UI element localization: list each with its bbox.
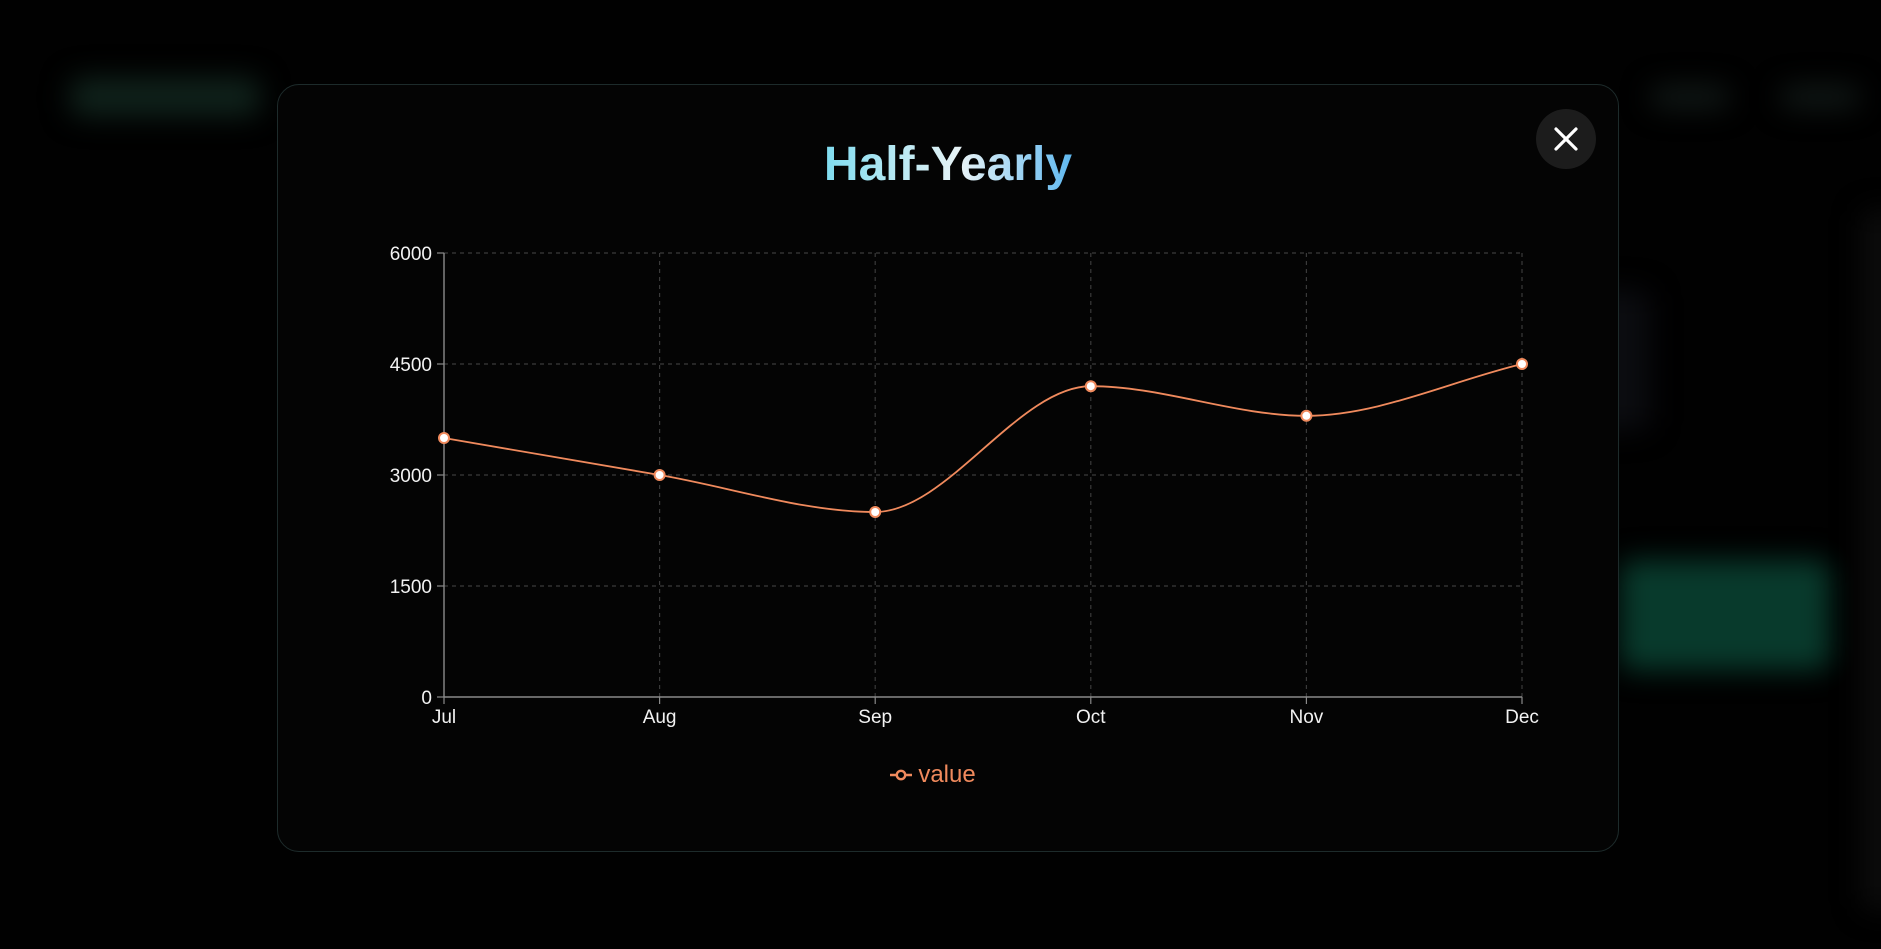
legend-label: value (918, 761, 976, 788)
blurred-nav-item (1780, 86, 1860, 108)
blurred-edge-panel (1862, 210, 1881, 910)
y-tick-label: 3000 (390, 466, 432, 487)
data-point[interactable] (1300, 409, 1313, 422)
data-point[interactable] (653, 469, 666, 481)
x-tick-label: Sep (858, 707, 892, 728)
modal-title: Half-Yearly (278, 133, 1618, 197)
blurred-card (1620, 560, 1830, 670)
series-line (443, 363, 1523, 513)
blurred-logo (70, 78, 260, 116)
x-tick-label: Aug (643, 707, 677, 728)
x-tick-label: Nov (1290, 707, 1324, 728)
chart-modal: Half-Yearly 0 1500 3000 4500 6000 Jul Aug Sep Oc… (277, 84, 1619, 852)
close-icon (1554, 127, 1578, 151)
y-tick-label: 4500 (390, 355, 432, 376)
y-tick-label: 1500 (390, 577, 432, 598)
line-chart: 0 1500 3000 4500 6000 Jul Aug Sep Oct Nov Dec (390, 244, 1539, 728)
data-point[interactable] (1516, 358, 1528, 370)
blurred-nav-item (1650, 86, 1730, 108)
data-point[interactable] (438, 432, 450, 444)
data-point[interactable] (869, 506, 882, 518)
data-point[interactable] (1084, 380, 1097, 393)
x-tick-label: Oct (1076, 707, 1106, 728)
x-tick-label: Dec (1505, 707, 1539, 728)
close-button[interactable] (1536, 109, 1596, 169)
modal-title-text: Half-Yearly (823, 138, 1073, 191)
x-tick-label: Jul (432, 707, 456, 728)
y-tick-label: 6000 (390, 244, 432, 265)
legend-line-marker-icon (890, 769, 913, 781)
chart-legend[interactable]: value (263, 761, 1603, 789)
y-tick-label: 0 (421, 688, 432, 709)
